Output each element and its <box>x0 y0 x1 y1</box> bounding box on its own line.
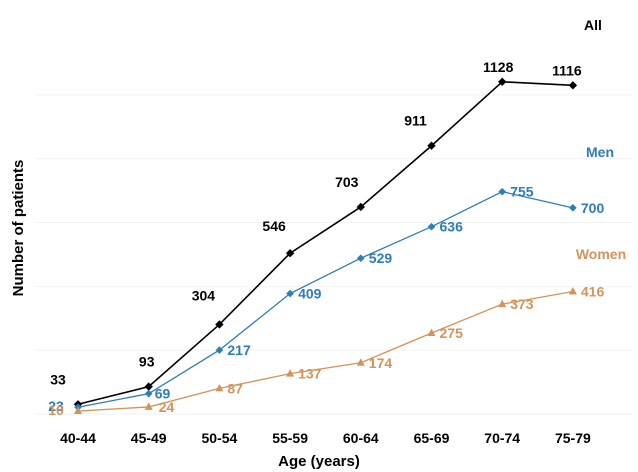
marker-all <box>427 141 436 150</box>
marker-women <box>498 299 507 308</box>
data-label-all: 911 <box>404 113 427 129</box>
data-label-all: 93 <box>139 354 155 370</box>
series-names: All Men Women <box>576 17 626 262</box>
data-label-all: 703 <box>335 174 359 190</box>
series-line-all <box>77 80 573 406</box>
x-tick-label: 70-74 <box>484 430 520 446</box>
marker-women <box>144 402 153 410</box>
marker-men <box>498 187 506 196</box>
x-tick-label: 65-69 <box>414 430 450 446</box>
data-label-men: 409 <box>298 286 322 302</box>
marker-women <box>568 286 577 295</box>
marker-men <box>427 222 436 231</box>
data-label-men: 23 <box>48 398 64 414</box>
marker-women <box>215 383 224 392</box>
marker-men <box>286 289 294 298</box>
x-tick-label: 75-79 <box>555 430 591 446</box>
data-label-women: 10 <box>48 402 64 418</box>
series-name-men: Men <box>586 144 614 160</box>
marker-women <box>286 369 295 377</box>
data-label-all: 546 <box>262 218 286 234</box>
data-label-women: 87 <box>227 380 243 396</box>
marker-all <box>215 320 224 329</box>
x-tick-label: 45-49 <box>131 430 167 446</box>
series-line-women <box>77 290 574 412</box>
data-label-men: 217 <box>227 342 251 358</box>
marker-women <box>356 358 365 366</box>
marker-men <box>569 204 577 212</box>
marker-women <box>74 406 82 415</box>
series-line-men <box>77 190 574 408</box>
marker-all <box>144 382 153 391</box>
data-label-men: 700 <box>581 200 605 216</box>
marker-men <box>357 254 365 263</box>
x-axis-label: Age (years) <box>278 453 360 470</box>
gridlines <box>36 94 632 415</box>
series-lines <box>77 80 574 412</box>
data-label-men: 529 <box>369 250 393 266</box>
data-label-all: 1128 <box>483 59 514 75</box>
data-label-all: 1116 <box>552 62 582 78</box>
marker-women <box>427 328 436 337</box>
series-name-women: Women <box>576 246 626 262</box>
marker-all <box>568 81 578 90</box>
marker-men <box>215 346 224 354</box>
x-tick-label: 50-54 <box>201 430 237 446</box>
x-tick-label: 40-44 <box>60 430 96 446</box>
series-markers <box>73 77 578 415</box>
data-label-women: 416 <box>581 283 605 299</box>
data-label-all: 304 <box>192 287 216 303</box>
data-label-women: 373 <box>510 296 534 312</box>
marker-all <box>498 77 507 87</box>
data-label-women: 174 <box>369 355 393 371</box>
series-name-all: All <box>584 17 602 33</box>
data-label-all: 33 <box>50 371 66 387</box>
data-labels: 33 93 304 546 703 911 1128 1116 23 69 217 409 529 636… <box>48 59 604 418</box>
data-label-women: 24 <box>159 399 175 415</box>
marker-all <box>285 249 295 258</box>
data-label-women: 275 <box>440 325 464 341</box>
data-label-men: 755 <box>510 184 534 200</box>
y-axis-label: Number of patients <box>10 160 27 297</box>
marker-men <box>144 389 153 398</box>
data-label-men: 69 <box>155 386 171 402</box>
data-label-women: 137 <box>298 366 322 382</box>
data-label-men: 636 <box>440 219 464 235</box>
x-axis-ticks: 40-44 45-49 50-54 55-59 60-64 65-69 70-74 75-79 <box>60 430 591 446</box>
x-tick-label: 60-64 <box>343 430 379 446</box>
marker-all <box>356 202 365 212</box>
x-tick-label: 55-59 <box>272 430 308 446</box>
